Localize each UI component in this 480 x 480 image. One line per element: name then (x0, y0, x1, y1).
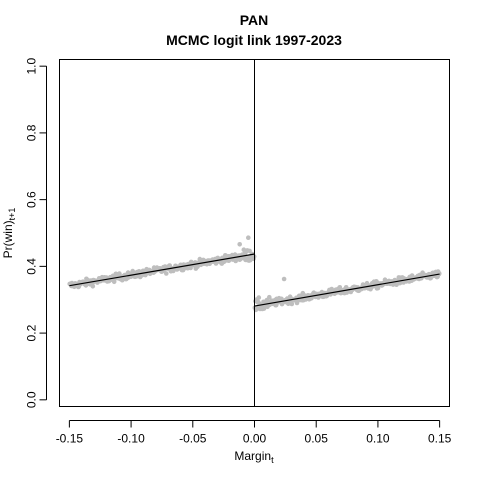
scatter-point (337, 285, 343, 290)
chart-subtitle: MCMC logit link 1997-2023 (166, 32, 342, 48)
y-tick-label: 0.4 (25, 258, 39, 275)
y-tick-label: 0.2 (25, 324, 39, 341)
x-tick-label: 0.10 (366, 432, 390, 446)
scatter-point (90, 284, 96, 289)
y-tick-label: 0.8 (25, 124, 39, 141)
y-axis-label-subscript: t+1 (7, 208, 17, 221)
x-axis: -0.15 -0.10 -0.05 0.00 0.05 0.10 0.15 (56, 420, 452, 446)
scatter-point (237, 242, 242, 247)
y-tick-label: 0.0 (25, 391, 39, 408)
y-axis-label-text: Pr(win) (1, 220, 15, 258)
scatter-point (281, 276, 287, 282)
y-tick-label: 0.6 (25, 191, 39, 208)
scatter-point (247, 248, 252, 254)
x-tick-label: -0.15 (56, 432, 84, 446)
x-tick-label: 0.00 (243, 432, 267, 446)
scatter-point (294, 300, 300, 306)
scatter-point (246, 235, 251, 240)
x-axis-label: Margint (234, 449, 274, 465)
y-tick-label: 1.0 (25, 58, 39, 75)
x-axis-label-subscript: t (271, 455, 274, 465)
y-axis: 0.0 0.2 0.4 0.6 0.8 1.0 (25, 58, 47, 408)
x-axis-label-text: Margin (234, 449, 271, 463)
scatter-point (164, 271, 169, 276)
x-tick-label: -0.05 (179, 432, 207, 446)
fit-line (69, 253, 255, 287)
scatter-point (267, 294, 272, 300)
x-tick-label: 0.05 (305, 432, 329, 446)
fit-line (254, 273, 440, 307)
fit-lines (69, 253, 440, 307)
chart-title: PAN (240, 12, 269, 28)
y-axis-label: Pr(win)t+1 (1, 208, 17, 259)
scatter-point (289, 301, 295, 307)
plot-frame (59, 59, 450, 407)
x-tick-label: 0.15 (428, 432, 452, 446)
scatter-point (256, 295, 262, 300)
x-tick-label: -0.10 (117, 432, 145, 446)
